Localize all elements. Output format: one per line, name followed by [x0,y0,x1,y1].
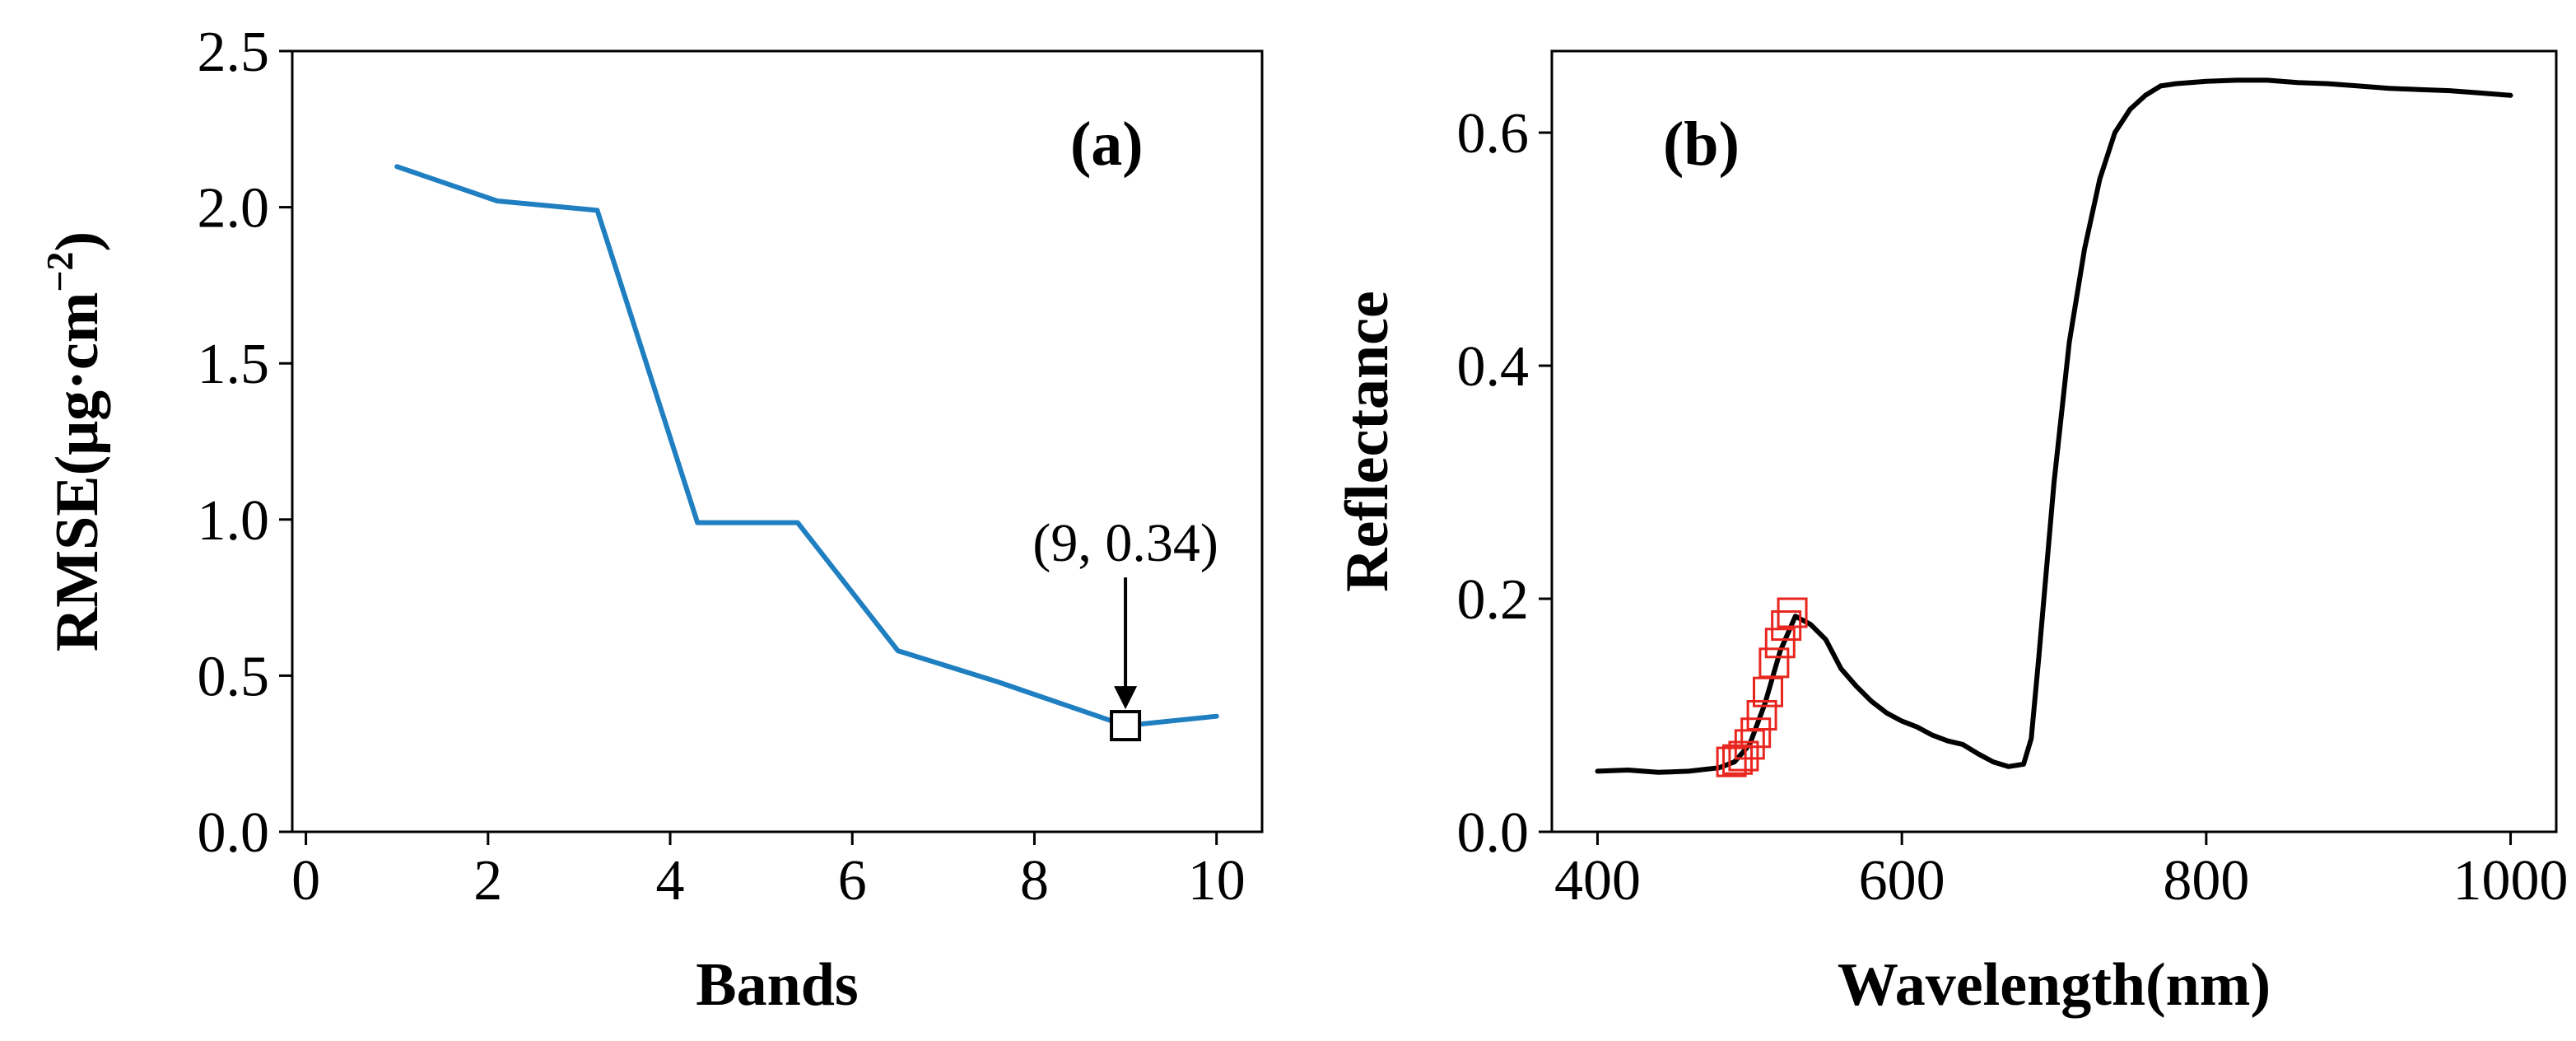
panel-b-selected-band-markers [1716,597,1808,777]
panel-a-rmse-chart: 0 2 4 6 8 10 0.0 0.5 1.0 1.5 2.0 2.5 (9, 0.34) (a)… [39,21,1264,1019]
x-tick-label: 800 [2163,849,2249,913]
x-tick-label: 10 [1188,849,1246,913]
selected-band-marker [1728,740,1759,772]
panel-a-x-ticks: 0 2 4 6 8 10 [291,832,1246,913]
y-tick-label: 0.5 [198,645,270,708]
y-tick-label: 0.6 [1457,102,1530,166]
y-tick-label: 0.2 [1457,568,1530,632]
y-tick-label: 0.4 [1457,335,1530,399]
annotation-text: (9, 0.34) [1032,513,1218,573]
panel-a-series [394,164,1219,729]
panel-a-y-ticks: 0.0 0.5 1.0 1.5 2.0 2.5 [198,21,292,865]
panel-a-y-axis-label: RMSE(μg·cm−2) [39,231,111,651]
annotation-square-marker [1110,710,1142,742]
panel-a-x-axis-label: Bands [696,951,858,1019]
panel-a-y-axis-label-main: RMSE(μg·cm [44,292,111,652]
x-tick-label: 2 [473,849,502,913]
x-tick-label: 8 [1020,849,1049,913]
selected-band-marker [1758,647,1790,679]
panel-a-annotation: (9, 0.34) [1032,513,1218,742]
y-tick-label: 2.0 [198,177,270,240]
y-tick-label: 0.0 [198,801,270,865]
y-tick-label: 0.0 [1457,801,1530,865]
panel-b-x-ticks: 400 600 800 1000 [1554,832,2569,913]
panel-a-y-axis-label-superscript: −2 [39,251,81,292]
x-tick-label: 6 [838,849,867,913]
selected-band-marker [1716,746,1747,777]
panel-b-plot-frame [1550,49,2558,833]
x-tick-label: 600 [1859,849,1945,913]
panel-b-label: (b) [1663,110,1740,179]
y-tick-label: 1.5 [198,333,270,396]
panel-a-y-axis-label-close: ) [44,231,111,252]
x-tick-label: 0 [291,849,320,913]
panel-b-y-axis-label: Reflectance [1334,291,1401,592]
annotation-arrowhead [1114,686,1138,710]
y-tick-label: 2.5 [198,21,270,84]
y-tick-label: 1.0 [198,489,270,553]
series-line [394,164,1219,729]
selected-band-marker [1740,717,1772,749]
x-tick-label: 400 [1554,849,1641,913]
panel-b-series [1595,77,2513,775]
panel-a-label: (a) [1070,110,1144,179]
selected-band-marker [1764,628,1796,659]
selected-band-marker [1746,700,1777,731]
panel-b-y-ticks: 0.0 0.2 0.4 0.6 [1457,102,1552,865]
panel-b-x-axis-label: Wavelength(nm) [1838,951,2271,1019]
series-line [1595,77,2513,775]
selected-band-marker [1777,597,1808,628]
panel-a-plot-frame [291,49,1264,833]
panel-b-reflectance-chart: 400 600 800 1000 0.0 0.2 0.4 0.6 (b) Wavelengt… [1334,49,2569,1019]
x-tick-label: 4 [656,849,685,913]
x-tick-label: 1000 [2453,849,2569,913]
